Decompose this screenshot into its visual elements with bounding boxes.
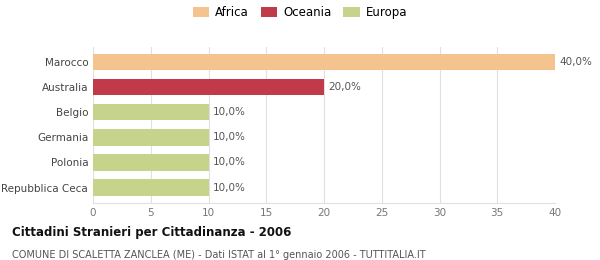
Text: 10,0%: 10,0% [213,158,246,167]
Bar [93,104,209,120]
Bar [93,79,324,95]
Text: 10,0%: 10,0% [213,107,246,117]
Text: COMUNE DI SCALETTA ZANCLEA (ME) - Dati ISTAT al 1° gennaio 2006 - TUTTITALIA.IT: COMUNE DI SCALETTA ZANCLEA (ME) - Dati I… [12,250,425,259]
Text: 20,0%: 20,0% [329,82,361,92]
Bar [93,54,555,70]
Text: 10,0%: 10,0% [213,132,246,142]
Bar [93,129,209,146]
Text: 10,0%: 10,0% [213,183,246,193]
Legend: Africa, Oceania, Europa: Africa, Oceania, Europa [193,6,407,19]
Bar [93,179,209,196]
Text: Cittadini Stranieri per Cittadinanza - 2006: Cittadini Stranieri per Cittadinanza - 2… [12,226,292,239]
Text: 40,0%: 40,0% [560,57,592,67]
Bar [93,154,209,171]
